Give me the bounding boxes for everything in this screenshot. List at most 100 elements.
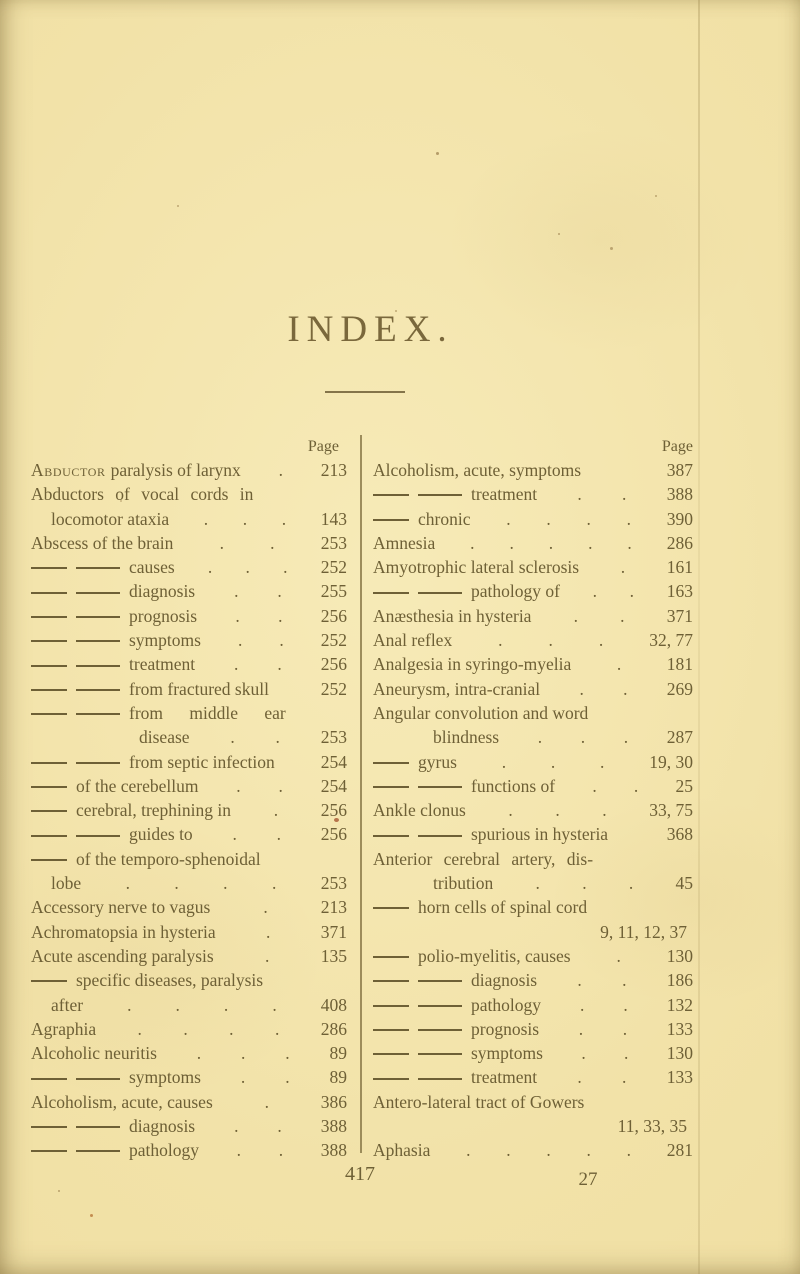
entry-page-number: 252: [320, 557, 347, 578]
dot-leaders: ..: [232, 824, 281, 845]
dot-leaders: ..: [592, 581, 635, 602]
entry-page-number: 133: [666, 1067, 693, 1088]
dot-leaders: ...: [535, 873, 634, 894]
index-entry: of the temporo-sphenoidal: [31, 847, 347, 871]
entry-text: tribution: [433, 873, 494, 894]
entry-page-number: 254: [320, 775, 347, 796]
index-entry: polio-myelitis, causes. 130: [373, 944, 693, 968]
index-entry: symptoms.. 130: [373, 1041, 693, 1065]
entry-page-number: 213: [320, 460, 347, 480]
dot-leaders: ..: [237, 630, 284, 651]
index-entry: from middle ear: [31, 701, 347, 725]
entry-text: pathology: [129, 1140, 199, 1161]
entry-text: Anal reflex: [373, 630, 453, 651]
entry-page-number: 368: [666, 824, 693, 845]
index-entry: treatment.. 133: [373, 1065, 693, 1089]
index-entry: specific diseases, paralysis: [31, 968, 347, 992]
entry-page-number: 89: [329, 1043, 348, 1064]
column-divider: [360, 435, 362, 1153]
index-entry: Angular convolution and word: [373, 701, 693, 725]
entry-text: Amyotrophic lateral sclerosis: [373, 557, 580, 578]
index-entry: tribution... 45: [373, 871, 693, 895]
entry-text-smallcaps: Abductor: [31, 460, 106, 480]
dot-leaders: ..: [236, 775, 283, 796]
ditto-dash: [373, 1077, 409, 1080]
entry-page-number: 256: [320, 605, 347, 626]
index-entry: spurious in hysteria 368: [373, 822, 693, 846]
dot-leaders: ..: [235, 605, 283, 626]
ditto-dash: [418, 494, 462, 497]
index-rows-left: Abductor paralysis of larynx. 213 Abductors…: [31, 458, 347, 1163]
entry-page-number: 388: [320, 1140, 347, 1161]
entry-page-number: 19, 30: [649, 751, 693, 772]
dot-leaders: ...: [508, 800, 607, 821]
ditto-dash: [31, 1126, 67, 1129]
index-entry: symptoms.. 252: [31, 628, 347, 652]
entry-page-number: 32, 77: [649, 630, 693, 651]
entry-text: lobe: [51, 873, 82, 894]
index-entry: pathology.. 132: [373, 993, 693, 1017]
index-entry: Ankle clonus... 33, 75: [373, 798, 693, 822]
index-entry: Alcoholism, acute, causes. 386: [31, 1090, 347, 1114]
entry-text: chronic: [418, 508, 471, 529]
entry-text: Angular convolution and word: [373, 702, 589, 723]
entry-page-number: 213: [320, 897, 347, 918]
index-entry: prognosis.. 133: [373, 1017, 693, 1041]
ditto-dash: [373, 494, 409, 497]
dot-leaders: .: [265, 945, 270, 966]
index-entry: Abscess of the brain.. 253: [31, 531, 347, 555]
ditto-dash: [373, 1028, 409, 1031]
entry-text: locomotor ataxia: [51, 508, 170, 529]
ditto-dash: [31, 786, 67, 788]
dot-leaders: .....: [466, 1140, 631, 1161]
entry-page-number: 130: [666, 945, 693, 966]
index-entry: prognosis.. 256: [31, 604, 347, 628]
index-entry: treatment.. 256: [31, 652, 347, 676]
dot-leaders: ..: [234, 654, 282, 675]
entry-text: Abscess of the brain: [31, 532, 174, 553]
dot-leaders: ..: [579, 678, 628, 699]
entry-text: diagnosis: [129, 581, 196, 602]
ditto-dash: [76, 1150, 120, 1153]
entry-page-number: 253: [320, 532, 347, 553]
ditto-dash: [418, 1004, 462, 1007]
dot-leaders: ...: [501, 751, 605, 772]
ditto-dash: [76, 713, 120, 716]
entry-page-number: 253: [320, 727, 347, 748]
dot-leaders: .: [263, 897, 268, 918]
entry-text: Antero-lateral tract of Gowers: [373, 1091, 585, 1112]
page-number: 417: [345, 1163, 375, 1185]
entry-page-number: 163: [666, 581, 693, 602]
entry-text: from septic infection: [129, 751, 275, 772]
entry-text: Analgesia in syringo-myelia: [373, 654, 572, 675]
paper-speck: [558, 233, 560, 235]
entry-text: blindness: [433, 727, 500, 748]
index-entry: causes... 252: [31, 555, 347, 579]
dot-leaders: .: [616, 945, 621, 966]
index-entry: Aneurysm, intra-cranial.. 269: [373, 677, 693, 701]
entry-text: horn cells of spinal cord: [418, 897, 588, 918]
ditto-dash: [31, 591, 67, 594]
paper-speck: [177, 205, 179, 207]
dot-leaders: ....: [137, 1018, 280, 1039]
dot-leaders: ..: [240, 1067, 290, 1088]
dot-leaders: ..: [577, 1067, 627, 1088]
entry-page-number: 133: [666, 1018, 693, 1039]
paper-speck: [90, 1214, 93, 1217]
index-entry: from fractured skull 252: [31, 677, 347, 701]
ditto-dash: [418, 834, 462, 837]
index-entry: Analgesia in syringo-myelia. 181: [373, 652, 693, 676]
dot-leaders: ..: [592, 775, 639, 796]
entry-text: Alcoholic neuritis: [31, 1043, 157, 1064]
paper-speck: [610, 247, 613, 250]
index-entry: Agraphia.... 286: [31, 1017, 347, 1041]
entry-page-number: 256: [320, 654, 347, 675]
title-rule: [325, 391, 405, 393]
dot-leaders: ..: [573, 605, 625, 626]
entry-page-number: 161: [666, 557, 693, 578]
index-entry: after.... 408: [31, 993, 347, 1017]
ditto-dash: [31, 1150, 67, 1153]
entry-page-number: 89: [329, 1067, 348, 1088]
entry-text: Accessory nerve to vagus: [31, 897, 211, 918]
